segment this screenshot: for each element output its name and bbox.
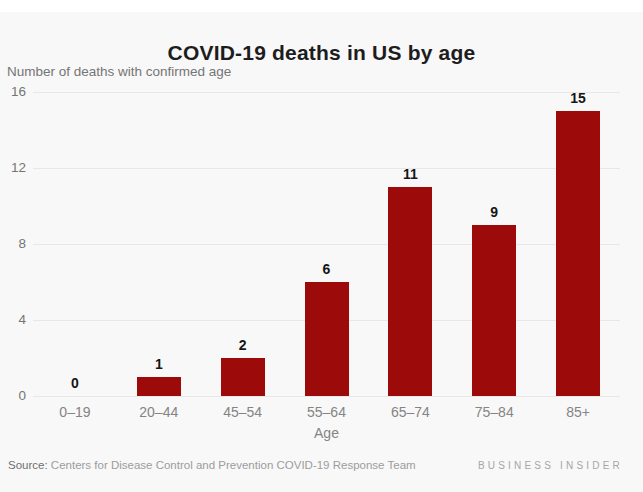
bar-value-label: 9 bbox=[464, 203, 524, 221]
business-insider-wordmark: BUSINESS INSIDER bbox=[478, 460, 623, 471]
gridline bbox=[33, 92, 620, 93]
source-label: Source: bbox=[8, 459, 48, 471]
x-tick-label: 65–74 bbox=[368, 403, 452, 421]
x-tick-label: 85+ bbox=[536, 403, 620, 421]
x-tick-label: 45–54 bbox=[201, 403, 285, 421]
x-tick-label: 75–84 bbox=[452, 403, 536, 421]
bar-chart-plot: 0 4 8 12 16 0 0–19 1 20–44 2 45–54 6 55–64 11 65–74 9 75… bbox=[0, 0, 643, 492]
bar bbox=[388, 187, 432, 396]
bar-value-label: 6 bbox=[297, 260, 357, 278]
source-text: Centers for Disease Control and Preventi… bbox=[48, 459, 416, 471]
gridline bbox=[33, 244, 620, 245]
bar-value-label: 1 bbox=[129, 355, 189, 373]
bar bbox=[137, 377, 181, 396]
bar bbox=[556, 111, 600, 396]
x-tick-label: 20–44 bbox=[117, 403, 201, 421]
gridline bbox=[33, 168, 620, 169]
y-tick-label: 8 bbox=[0, 235, 26, 253]
x-axis-title: Age bbox=[33, 424, 620, 442]
y-tick-label: 16 bbox=[0, 83, 26, 101]
bar bbox=[305, 282, 349, 396]
bar-value-label: 11 bbox=[380, 165, 440, 183]
bar-value-label: 0 bbox=[45, 374, 105, 392]
bar-value-label: 15 bbox=[548, 89, 608, 107]
y-tick-label: 0 bbox=[0, 387, 26, 405]
source-line: Source: Centers for Disease Control and … bbox=[8, 459, 416, 471]
bar bbox=[221, 358, 265, 396]
y-tick-label: 4 bbox=[0, 311, 26, 329]
x-tick-label: 0–19 bbox=[33, 403, 117, 421]
x-tick-label: 55–64 bbox=[285, 403, 369, 421]
bar-value-label: 2 bbox=[213, 336, 273, 354]
y-tick-label: 12 bbox=[0, 159, 26, 177]
bar bbox=[472, 225, 516, 396]
